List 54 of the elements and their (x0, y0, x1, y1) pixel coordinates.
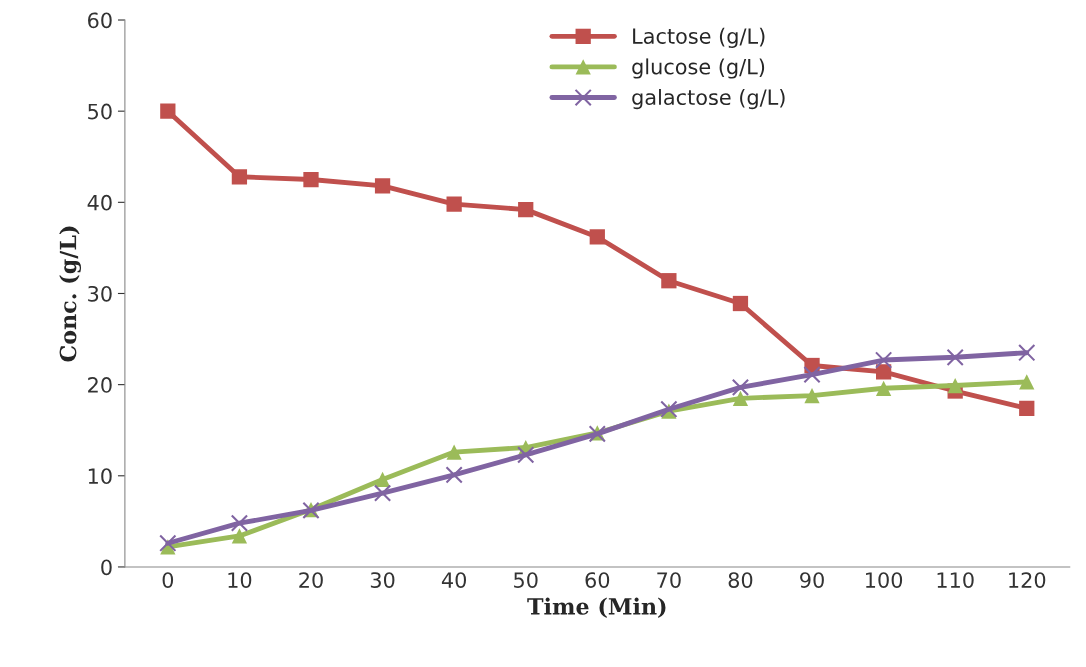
point (160, 103, 176, 119)
legend-label: glucose (g/L) (632, 58, 765, 79)
x-axis-title: Time (Min) (527, 597, 666, 618)
x-tick-label: 70 (657, 572, 681, 588)
legend-label: Lactose (g/L) (633, 27, 765, 48)
point (589, 229, 605, 245)
y-tick-label: 60 (88, 12, 112, 29)
point (874, 351, 893, 369)
point (373, 484, 392, 502)
point (732, 390, 749, 406)
x-tick-label: 50 (514, 572, 538, 588)
point (947, 377, 963, 394)
point (1018, 344, 1036, 362)
x-tick-label: 0 (162, 572, 174, 588)
point (303, 171, 319, 188)
y-axis-title: Conc. (g/L) (59, 226, 82, 362)
y-tick-label: 20 (88, 377, 112, 393)
x-tick-label: 110 (937, 572, 974, 588)
x-tick-label: 120 (1009, 572, 1046, 588)
point (731, 378, 750, 397)
point (803, 365, 821, 384)
point (374, 471, 391, 488)
point (231, 528, 248, 544)
point (446, 196, 462, 212)
x-tick-label: 90 (800, 572, 824, 588)
y-tick-label: 30 (88, 285, 112, 302)
point (517, 446, 535, 464)
point (661, 273, 677, 289)
point (374, 178, 391, 194)
point (875, 380, 892, 396)
x-tick-label: 40 (441, 572, 467, 588)
y-tick-label: 40 (87, 194, 112, 211)
x-tick-label: 10 (228, 572, 252, 588)
x-tick-label: 100 (866, 572, 903, 588)
point (230, 514, 249, 532)
x-tick-label: 30 (370, 572, 395, 588)
y-tick-label: 50 (88, 103, 112, 120)
y-tick-label: 0 (101, 559, 112, 576)
point (231, 169, 248, 185)
legend-label: galactose (g/L) (632, 88, 785, 110)
x-tick-label: 80 (728, 572, 753, 588)
point (446, 444, 462, 460)
y-tick-label: 10 (88, 468, 112, 484)
point (875, 364, 892, 380)
point (1019, 400, 1035, 416)
point (732, 295, 749, 312)
point (445, 466, 463, 484)
x-tick-label: 20 (299, 572, 323, 588)
point (804, 387, 820, 404)
point (518, 201, 534, 218)
x-tick-label: 60 (585, 572, 610, 588)
point (159, 534, 177, 552)
point (946, 348, 964, 366)
point (1019, 374, 1035, 390)
